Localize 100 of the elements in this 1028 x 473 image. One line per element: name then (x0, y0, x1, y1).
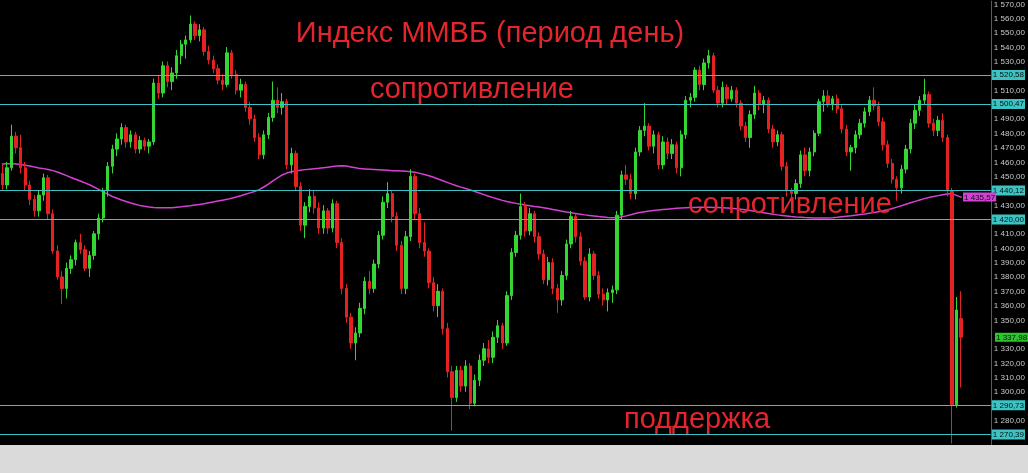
candlestick (290, 147, 293, 174)
candlestick (588, 247, 591, 302)
y-tick-label: 1 470,00 (993, 143, 1026, 153)
y-tick-label: 1 380,00 (993, 272, 1026, 282)
candlestick (157, 75, 160, 100)
candlestick (606, 287, 609, 312)
candlestick (959, 290, 963, 389)
candlestick (845, 124, 848, 157)
ref-line-label: 1 440,12 (992, 186, 1025, 196)
candlestick (262, 129, 265, 160)
candlestick (950, 187, 954, 445)
candlestick (725, 83, 729, 106)
candlestick (661, 135, 665, 170)
y-tick-label: 1 430,00 (993, 200, 1026, 210)
candlestick (955, 296, 958, 409)
text: 1 337,98 (996, 332, 1028, 342)
data-label: 1 435,57 (964, 192, 996, 202)
annotation: сопротивление (370, 72, 574, 104)
candlestick (721, 81, 724, 108)
candlestick (524, 201, 527, 238)
candlestick (129, 129, 132, 149)
candlestick (808, 147, 811, 177)
y-tick-label: 1 480,00 (993, 128, 1026, 138)
candlestick (225, 46, 229, 88)
y-tick-label: 1 540,00 (993, 42, 1026, 52)
y-tick-label: 1 410,00 (993, 229, 1026, 239)
candlestick (455, 365, 458, 403)
candlestick (33, 194, 36, 218)
candlestick (666, 137, 669, 160)
ref-line-label: 1 270,39 (992, 429, 1025, 439)
candlestick (276, 86, 279, 114)
y-tick-label: 1 280,00 (993, 416, 1026, 426)
candlestick (556, 283, 559, 314)
candlestick (698, 65, 701, 91)
candlestick (946, 134, 949, 197)
candlestick (138, 135, 142, 154)
candlestick (285, 98, 288, 170)
candlestick (831, 95, 834, 111)
candlestick (574, 213, 577, 243)
y-tick-label: 1 330,00 (993, 344, 1026, 354)
candlestick (400, 240, 403, 295)
candlestick (134, 131, 137, 154)
candlestick (657, 131, 660, 170)
candlestick (652, 129, 655, 154)
candlestick (473, 374, 476, 407)
candlestick (106, 161, 109, 197)
candlestick (693, 66, 697, 103)
y-tick-label: 1 300,00 (993, 387, 1026, 397)
candlestick (230, 49, 233, 80)
y-tick-label: 1 450,00 (993, 171, 1026, 181)
candlestick (436, 283, 440, 318)
candlestick (551, 257, 554, 295)
candlestick (675, 141, 678, 174)
candlestick (602, 287, 605, 307)
ref-line-label: 1 290,73 (992, 400, 1025, 410)
candlestick (143, 137, 146, 152)
annotation: поддержка (623, 402, 771, 434)
candlestick (670, 138, 674, 160)
y-tick-label: 1 530,00 (993, 56, 1026, 66)
candlestick (487, 339, 490, 364)
ref-line-label: 1 520,58 (992, 70, 1025, 80)
candlestick (826, 89, 830, 108)
candlestick (331, 198, 334, 233)
candlestick (1, 164, 4, 192)
candlestick (239, 78, 243, 98)
candlestick (102, 187, 105, 223)
y-tick-label: 1 390,00 (993, 258, 1026, 268)
candlestick (464, 359, 467, 393)
candlestick (501, 322, 504, 350)
y-tick-label: 1 460,00 (993, 157, 1026, 167)
candlestick (161, 60, 165, 98)
candlestick (868, 95, 871, 117)
candlestick (758, 89, 761, 111)
y-tick-label: 1 360,00 (993, 301, 1026, 311)
candlestick (124, 124, 128, 149)
candlestick (184, 35, 187, 60)
y-tick-label: 1 490,00 (993, 114, 1026, 124)
candlestick (803, 147, 807, 177)
candlestick (189, 14, 192, 44)
candlestick (547, 256, 550, 287)
y-tick-label: 1 510,00 (993, 85, 1026, 95)
candlestick (730, 85, 733, 103)
candlestick (322, 204, 325, 235)
candlestick (166, 60, 169, 88)
candlestick (923, 78, 926, 106)
y-tick-label: 1 570,00 (993, 0, 1026, 9)
y-tick-label: 1 400,00 (993, 243, 1026, 253)
y-tick-label: 1 560,00 (993, 13, 1026, 23)
y-tick-label: 1 550,00 (993, 28, 1026, 38)
candlestick (762, 95, 765, 114)
candlestick (941, 112, 944, 143)
candlestick (441, 287, 444, 335)
y-tick-label: 1 350,00 (993, 315, 1026, 325)
candlestick (368, 270, 371, 295)
candlestick (235, 69, 238, 95)
ref-line-label: 1 500,47 (992, 99, 1025, 109)
text: Индекс ММВБ (период день) (295, 15, 685, 48)
candlestick (280, 92, 284, 116)
ref-line-label: 1 420,00 (992, 214, 1025, 224)
candlestick (469, 362, 472, 410)
